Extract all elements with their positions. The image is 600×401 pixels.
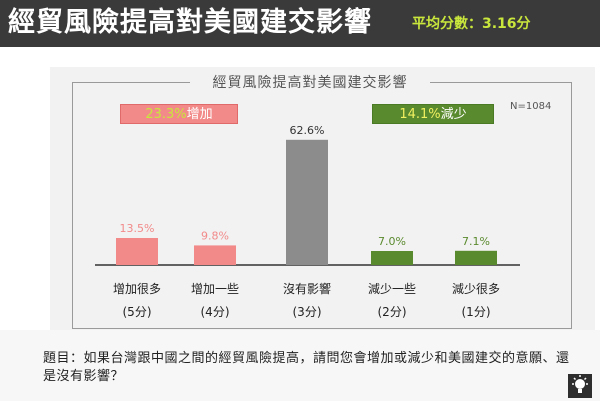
bar-3 xyxy=(286,139,328,265)
increase-badge-pct: 23.3% xyxy=(145,107,187,122)
lightbulb-icon[interactable] xyxy=(568,374,592,398)
bar-1 xyxy=(116,238,158,265)
footer-area xyxy=(0,330,600,401)
value-label-1: 13.5% xyxy=(120,222,155,235)
page-title: 經貿風險提高對美國建交影響 xyxy=(8,7,372,38)
value-label-2: 9.8% xyxy=(201,229,229,242)
score-label-2: (4分) xyxy=(201,305,230,319)
bar-5 xyxy=(455,250,497,265)
value-label-4: 7.0% xyxy=(378,235,406,248)
value-label-5: 7.1% xyxy=(462,235,490,248)
value-label-3: 62.6% xyxy=(290,124,325,137)
category-label-3: 沒有影響 xyxy=(283,281,331,296)
score-label-1: (5分) xyxy=(123,305,152,319)
bar-2 xyxy=(194,245,236,265)
average-score: 平均分數：3.16分 xyxy=(412,16,531,32)
decrease-badge: 14.1%減少 xyxy=(372,104,494,124)
chart-title: 經貿風險提高對美國建交影響 xyxy=(190,74,430,92)
header-bar: 經貿風險提高對美國建交影響 平均分數：3.16分 xyxy=(0,0,600,47)
decrease-badge-pct: 14.1% xyxy=(399,107,441,122)
category-label-5: 減少很多 xyxy=(452,281,500,296)
increase-badge: 23.3%增加 xyxy=(120,104,238,124)
score-label-3: (3分) xyxy=(293,305,322,319)
bar-4 xyxy=(371,251,413,265)
category-label-1: 增加很多 xyxy=(113,282,161,296)
question-text: 題目：如果台灣跟中國之間的經貿風險提高，請問您會增加或減少和美國建交的意願、還是… xyxy=(43,351,570,384)
category-label-2: 增加一些 xyxy=(191,282,239,296)
increase-badge-label: 增加 xyxy=(186,107,213,122)
decrease-badge-label: 減少 xyxy=(440,107,467,122)
category-label-4: 減少一些 xyxy=(368,281,416,296)
score-label-4: (2分) xyxy=(378,305,407,319)
sample-size: N=1084 xyxy=(510,101,552,112)
score-label-5: (1分) xyxy=(462,305,491,319)
